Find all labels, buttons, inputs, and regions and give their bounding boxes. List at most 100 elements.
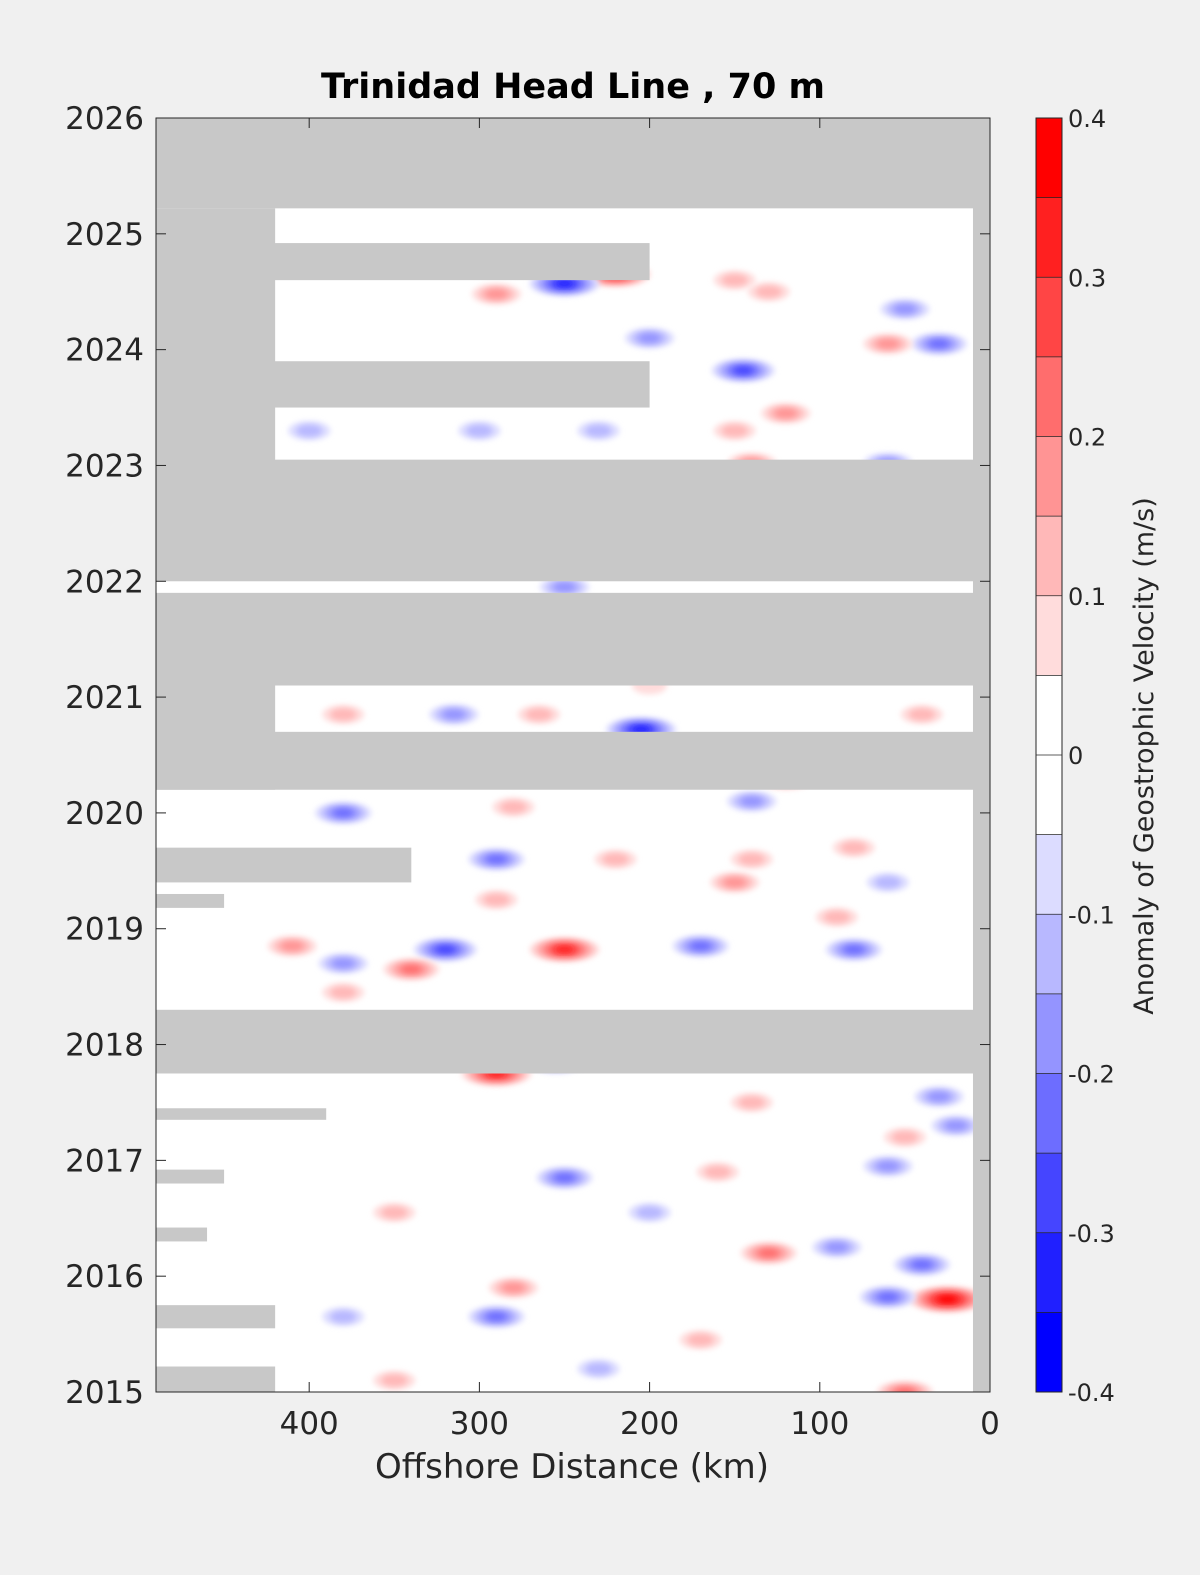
anomaly-62 xyxy=(322,1307,365,1327)
no-data-band-3 xyxy=(156,731,990,790)
no-data-band-14 xyxy=(156,1305,276,1329)
anomaly-48 xyxy=(883,1127,926,1147)
y-tick-label-2016: 2016 xyxy=(65,1259,144,1295)
x-tick-label-300: 300 xyxy=(450,1406,509,1442)
no-data-band-4 xyxy=(156,1009,990,1074)
x-axis: 400 300 200 100 0 xyxy=(280,118,1000,1442)
plot-frame xyxy=(155,117,991,1393)
no-data-band-16 xyxy=(972,118,990,1392)
colorbar-tick-label-0: -0.4 xyxy=(1068,1379,1115,1407)
y-tick-label-2024: 2024 xyxy=(65,333,144,369)
anomaly-7 xyxy=(863,333,913,355)
y-tick-label-2025: 2025 xyxy=(65,217,144,253)
no-data-band-12 xyxy=(156,1169,225,1184)
x-tick-label-400: 400 xyxy=(280,1406,339,1442)
anomaly-54 xyxy=(628,1202,671,1222)
y-tick-label-2017: 2017 xyxy=(65,1143,144,1179)
no-data-band-9 xyxy=(156,847,412,883)
colorbar-tick-label-2: -0.2 xyxy=(1068,1061,1115,1089)
y-tick-label-2018: 2018 xyxy=(65,1028,144,1064)
no-data-band-2 xyxy=(156,592,990,686)
colorbar-tick-label-8: 0.4 xyxy=(1068,105,1106,133)
anomaly-5 xyxy=(880,298,930,320)
anomaly-10 xyxy=(761,403,811,424)
colorbar-segment-13 xyxy=(1036,277,1062,357)
anomaly-4 xyxy=(747,282,790,302)
anomaly-37 xyxy=(318,953,368,974)
anomaly-36 xyxy=(413,937,477,962)
anomaly-25 xyxy=(315,802,372,824)
no-data-band-7 xyxy=(156,208,276,466)
colorbar-label: Anomaly of Geostrophic Velocity (m/s) xyxy=(1129,497,1160,1015)
colorbar-tick-label-3: -0.1 xyxy=(1068,901,1115,929)
colorbar-segment-0 xyxy=(1036,1312,1062,1392)
no-data-band-8 xyxy=(156,685,276,790)
anomaly-51 xyxy=(696,1162,739,1182)
x-tick-label-0: 0 xyxy=(980,1406,1000,1442)
anomaly-8 xyxy=(625,327,675,349)
anomaly-3 xyxy=(713,270,756,290)
colorbar-segment-15 xyxy=(1036,118,1062,198)
colorbar-segment-5 xyxy=(1036,914,1062,994)
y-tick-label-2023: 2023 xyxy=(65,448,144,484)
anomaly-41 xyxy=(825,938,882,961)
anomaly-59 xyxy=(468,1305,525,1328)
anomaly-32 xyxy=(710,872,760,893)
y-tick-label-2020: 2020 xyxy=(65,796,144,832)
colorbar-segment-9 xyxy=(1036,595,1062,676)
colorbar-segment-7 xyxy=(1036,755,1062,835)
anomaly-39 xyxy=(383,958,440,981)
anomaly-65 xyxy=(373,1370,416,1390)
no-data-band-1 xyxy=(156,459,990,582)
no-data-band-13 xyxy=(156,1227,208,1242)
y-tick-label-2021: 2021 xyxy=(65,680,144,716)
anomaly-50 xyxy=(536,1166,593,1189)
chart-title: Trinidad Head Line , 70 m xyxy=(321,67,825,107)
anomaly-field xyxy=(267,262,986,1392)
anomaly-34 xyxy=(475,890,518,910)
anomaly-46 xyxy=(914,1086,964,1107)
anomaly-12 xyxy=(458,421,501,441)
colorbar-tick-label-7: 0.3 xyxy=(1068,264,1106,292)
no-data-band-10 xyxy=(156,893,225,908)
anomaly-58 xyxy=(908,1286,986,1313)
x-tick-label-200: 200 xyxy=(620,1406,679,1442)
anomaly-28 xyxy=(468,848,525,871)
y-tick-label-2022: 2022 xyxy=(65,564,144,600)
anomaly-9 xyxy=(711,358,775,383)
colorbar-segment-2 xyxy=(1036,1153,1062,1233)
anomaly-23 xyxy=(900,704,943,724)
colorbar-tick-label-5: 0.1 xyxy=(1068,583,1106,611)
anomaly-63 xyxy=(577,1359,620,1379)
anomaly-33 xyxy=(866,872,909,892)
colorbar-tick-label-1: -0.3 xyxy=(1068,1220,1115,1248)
colorbar-segment-14 xyxy=(1036,197,1062,278)
anomaly-2 xyxy=(471,283,521,305)
anomaly-11 xyxy=(713,421,756,441)
y-tick-label-2019: 2019 xyxy=(65,912,144,948)
x-tick-label-100: 100 xyxy=(790,1406,849,1442)
anomaly-61 xyxy=(859,1286,916,1308)
anomaly-52 xyxy=(863,1155,913,1177)
colorbar-segment-11 xyxy=(1036,436,1062,517)
no-data-band-0 xyxy=(156,118,990,209)
anomaly-6 xyxy=(910,332,967,355)
anomaly-35 xyxy=(529,937,600,962)
anomaly-31 xyxy=(832,838,875,858)
y-axis: 2015 2016 2017 2018 2019 2020 2021 2022 2023 2024… xyxy=(65,101,990,1411)
anomaly-40 xyxy=(672,935,729,957)
plot-area xyxy=(156,118,990,1392)
anomaly-38 xyxy=(267,935,317,957)
anomaly-49 xyxy=(931,1115,981,1136)
y-tick-label-2026: 2026 xyxy=(65,101,144,137)
anomaly-57 xyxy=(893,1253,950,1276)
x-axis-label: Offshore Distance (km) xyxy=(375,1447,769,1487)
colorbar-segment-3 xyxy=(1036,1073,1062,1154)
anomaly-17 xyxy=(539,576,590,598)
colorbar-tick-label-6: 0.2 xyxy=(1068,424,1106,452)
anomaly-53 xyxy=(373,1202,416,1222)
colorbar-segment-1 xyxy=(1036,1232,1062,1313)
no-data-band-11 xyxy=(156,1108,327,1120)
anomaly-30 xyxy=(730,849,773,869)
